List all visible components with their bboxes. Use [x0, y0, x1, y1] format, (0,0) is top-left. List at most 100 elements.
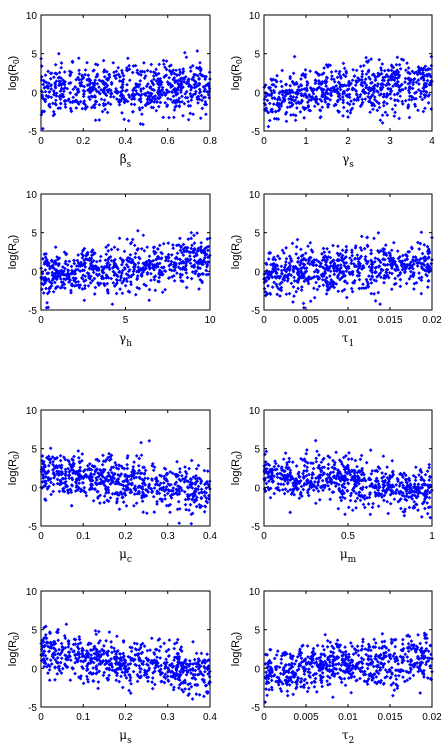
data-point	[427, 478, 432, 482]
data-point	[93, 102, 98, 107]
data-point	[284, 292, 289, 297]
x-tick-label: 0.01	[338, 315, 358, 326]
scatter-points	[262, 230, 434, 310]
data-point	[392, 92, 397, 97]
data-point	[412, 287, 416, 291]
data-point	[71, 95, 76, 100]
data-point	[376, 290, 381, 295]
data-point	[96, 686, 100, 691]
data-point	[130, 70, 135, 75]
data-point	[155, 499, 159, 504]
data-point	[77, 456, 81, 460]
data-point	[265, 98, 270, 103]
data-point	[291, 300, 295, 304]
data-point	[155, 247, 160, 251]
x-tick-label: 0.2	[76, 136, 90, 147]
data-point	[327, 250, 332, 254]
data-point	[425, 511, 430, 516]
y-tick-label: 0	[31, 483, 37, 494]
data-point	[72, 258, 76, 263]
data-point	[198, 60, 202, 65]
data-point	[175, 459, 179, 464]
data-point	[152, 100, 157, 104]
data-point	[358, 64, 363, 69]
y-axis-label: log(R0)	[7, 56, 21, 90]
data-point	[192, 82, 197, 87]
data-point	[314, 456, 319, 461]
data-point	[381, 103, 386, 108]
data-point	[149, 62, 154, 67]
data-point	[280, 84, 284, 89]
data-point	[97, 102, 102, 107]
data-point	[183, 465, 187, 469]
data-point	[302, 116, 306, 120]
x-tick-label: 0	[261, 531, 267, 542]
data-point	[294, 464, 299, 468]
data-point	[63, 102, 68, 107]
data-point	[275, 475, 280, 480]
data-point	[398, 66, 403, 71]
data-point	[134, 454, 139, 458]
data-point	[417, 271, 421, 275]
data-point	[125, 66, 129, 70]
data-point	[74, 92, 79, 97]
data-point	[98, 501, 102, 505]
data-point	[168, 97, 173, 102]
data-point	[125, 466, 130, 471]
data-point	[43, 73, 48, 78]
data-point	[103, 258, 108, 263]
data-point	[405, 61, 409, 65]
data-point	[373, 78, 378, 82]
y-axis-label: log(R0)	[230, 451, 244, 485]
data-point	[125, 279, 129, 284]
data-point	[101, 103, 106, 108]
data-point	[364, 85, 368, 90]
data-point	[172, 278, 177, 283]
x-tick-label: 10	[204, 315, 216, 326]
data-point	[164, 657, 168, 662]
data-point	[314, 263, 318, 268]
data-point	[365, 235, 370, 240]
data-point	[98, 258, 102, 263]
data-point	[171, 243, 175, 247]
y-axis-label: log(R0)	[230, 235, 244, 269]
data-point	[97, 85, 101, 89]
data-point	[49, 87, 54, 91]
data-point	[378, 302, 382, 306]
data-point	[46, 671, 50, 675]
data-point	[151, 494, 156, 499]
data-point	[139, 453, 144, 458]
data-point	[194, 692, 199, 696]
data-point	[398, 284, 403, 289]
data-point	[267, 101, 272, 106]
data-point	[93, 285, 98, 290]
data-point	[364, 55, 368, 60]
x-axis-label: μm	[340, 547, 357, 565]
data-point	[117, 102, 122, 107]
data-point	[57, 647, 61, 652]
x-tick-label: 3	[387, 136, 393, 147]
data-point	[152, 510, 157, 514]
data-point	[296, 286, 300, 291]
data-point	[74, 264, 79, 268]
data-point	[148, 98, 152, 102]
data-point	[154, 79, 159, 83]
data-point	[158, 644, 163, 649]
data-point	[79, 77, 84, 82]
data-point	[348, 111, 353, 115]
y-tick-label: -5	[251, 306, 260, 317]
data-point	[355, 464, 359, 469]
data-point	[122, 117, 127, 122]
data-point	[360, 74, 364, 79]
scatter-points	[39, 622, 212, 701]
data-point	[311, 466, 316, 471]
y-axis-label: log(R0)	[7, 235, 21, 269]
data-point	[381, 454, 386, 459]
data-point	[149, 278, 153, 283]
data-point	[181, 67, 186, 71]
data-point	[326, 466, 331, 471]
data-point	[85, 60, 89, 65]
data-point	[93, 99, 98, 104]
